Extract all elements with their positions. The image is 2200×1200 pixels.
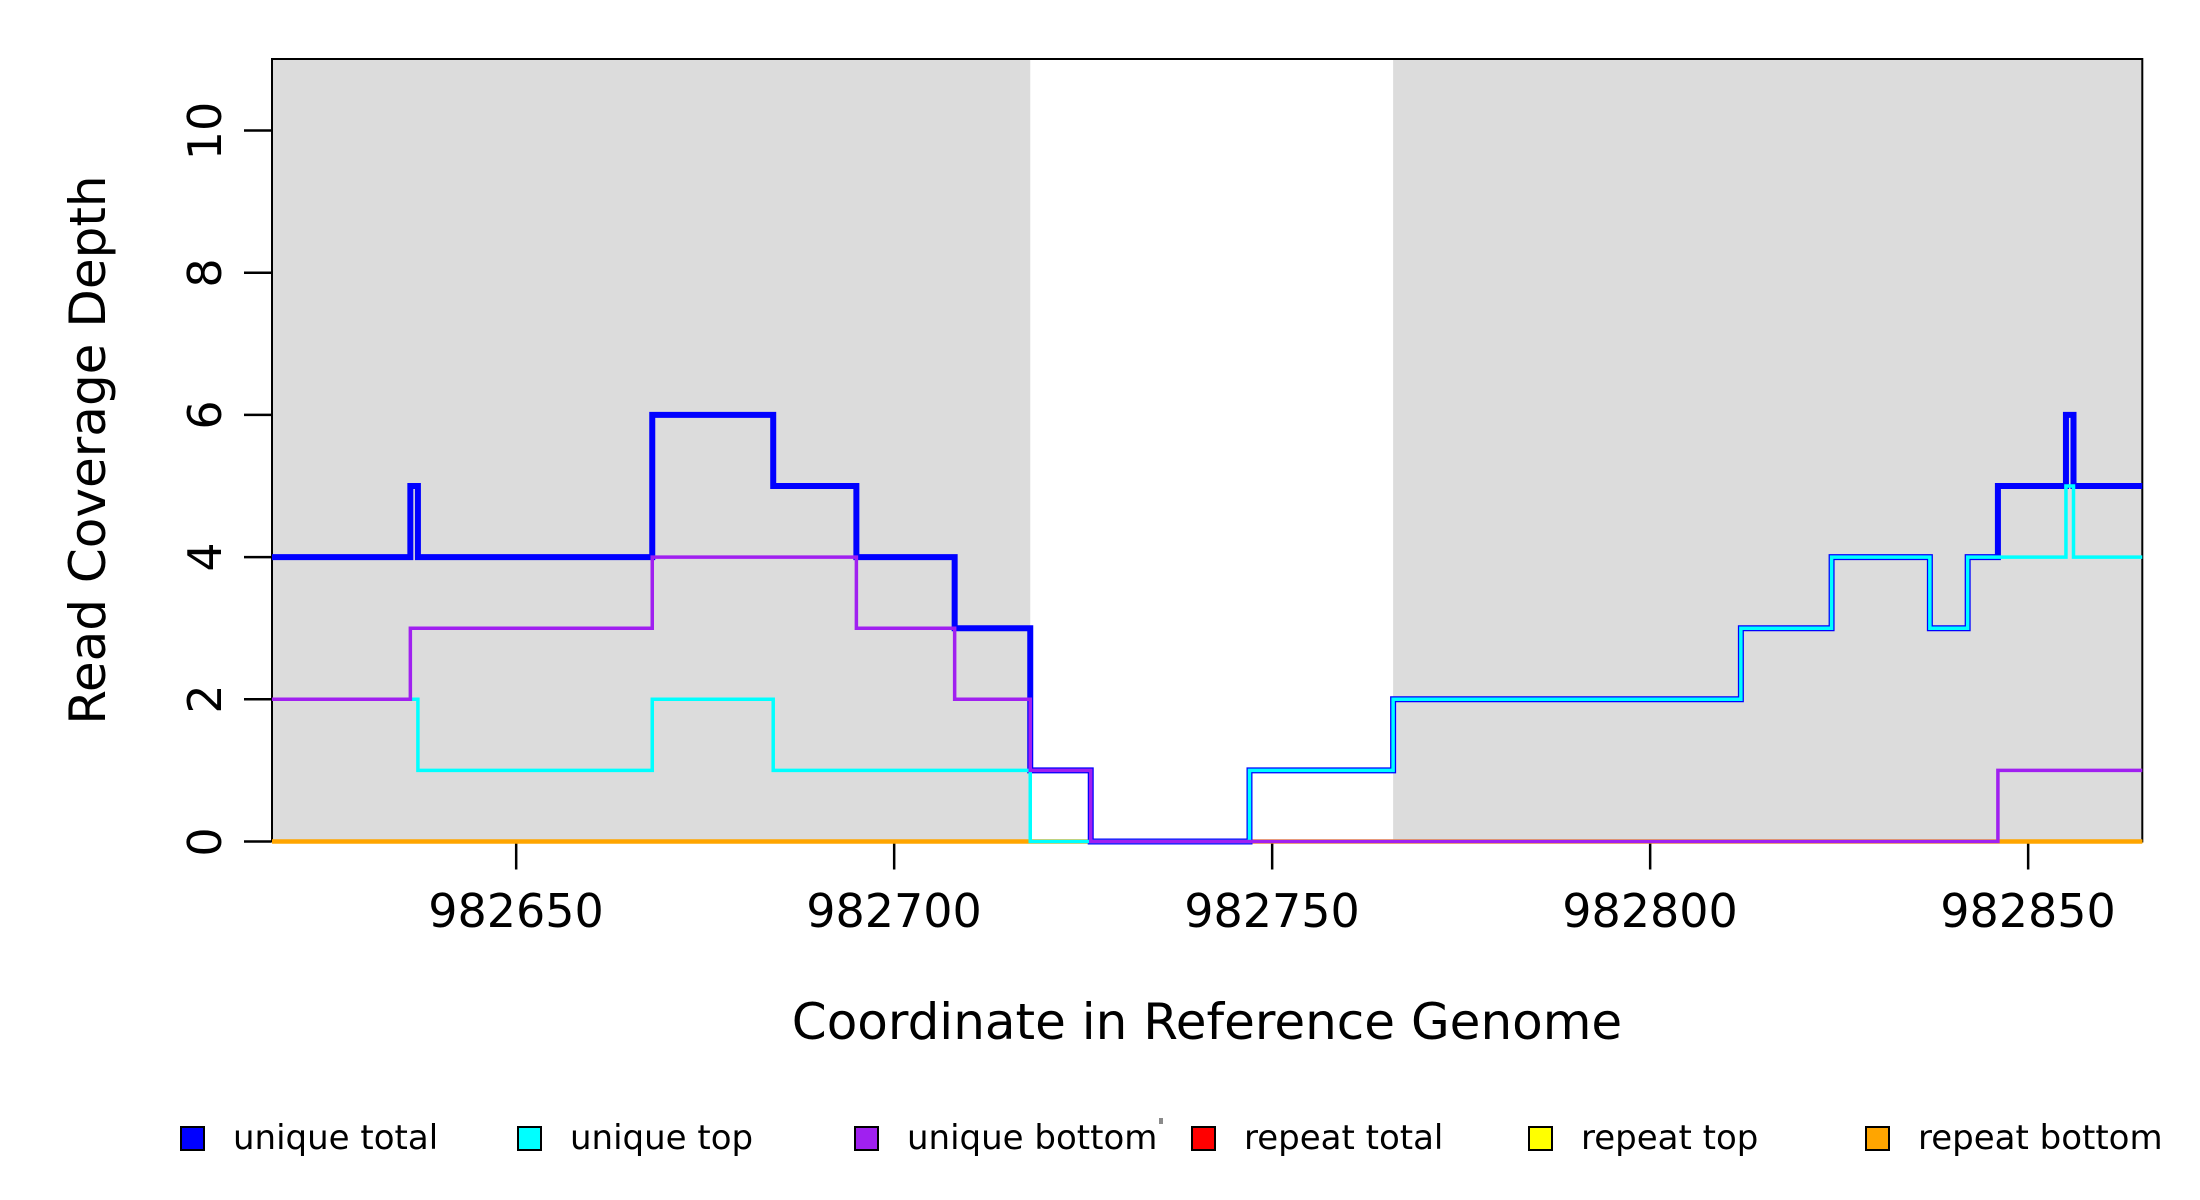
legend-label: repeat bottom — [1918, 1118, 2163, 1158]
x-tick-label-982750: 982750 — [1184, 884, 1360, 938]
unique-bottom-swatch-icon — [854, 1125, 879, 1151]
legend-item-repeat-bottom: repeat bottom — [1865, 1116, 2163, 1160]
legend-item-repeat-total: repeat total — [1191, 1116, 1443, 1160]
speck-artifact — [1159, 1118, 1163, 1124]
y-tick-label-8: 8 — [178, 258, 232, 288]
x-tick-label-982850: 982850 — [1940, 884, 2116, 938]
legend-label: unique top — [570, 1118, 754, 1158]
repeat-top-swatch-icon — [1528, 1125, 1553, 1151]
legend-label: repeat top — [1581, 1118, 1759, 1158]
legend-item-unique-total: unique total — [180, 1116, 438, 1160]
unique-top-swatch-icon — [517, 1125, 542, 1151]
legend-item-repeat-top: repeat top — [1528, 1116, 1758, 1160]
y-tick-label-6: 6 — [178, 400, 232, 430]
y-axis-title: Read Coverage Depth — [59, 175, 117, 725]
legend-item-unique-top: unique top — [517, 1116, 753, 1160]
series-unique-top — [272, 484, 2143, 844]
right-flank-shading — [1393, 59, 2143, 842]
legend-label: unique bottom — [907, 1118, 1158, 1158]
x-tick-label-982650: 982650 — [428, 884, 604, 938]
legend-label: repeat total — [1244, 1118, 1444, 1158]
y-tick-label-4: 4 — [178, 542, 232, 572]
x-axis-title: Coordinate in Reference Genome — [791, 993, 1623, 1051]
repeat-total-swatch-icon — [1191, 1125, 1216, 1151]
repeat-bottom-swatch-icon — [1865, 1125, 1890, 1151]
series-unique-bottom — [272, 555, 2143, 844]
x-tick-label-982700: 982700 — [806, 884, 982, 938]
x-tick-label-982800: 982800 — [1562, 884, 1738, 938]
y-tick-label-2: 2 — [178, 684, 232, 714]
y-tick-label-10: 10 — [178, 101, 232, 160]
y-tick-label-0: 0 — [178, 826, 232, 857]
legend-label: unique total — [233, 1118, 439, 1158]
legend-item-unique-bottom: unique bottom — [854, 1116, 1157, 1160]
unique-total-swatch-icon — [180, 1125, 205, 1151]
